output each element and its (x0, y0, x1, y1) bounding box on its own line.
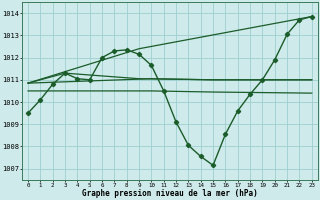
X-axis label: Graphe pression niveau de la mer (hPa): Graphe pression niveau de la mer (hPa) (82, 189, 258, 198)
